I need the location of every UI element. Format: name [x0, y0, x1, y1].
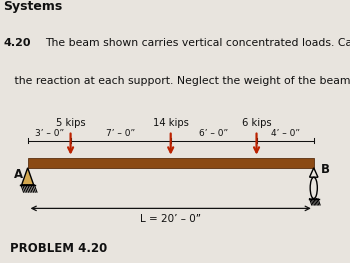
Text: 4.20: 4.20 [4, 38, 31, 48]
Text: B: B [321, 164, 330, 176]
Text: 3’ – 0”: 3’ – 0” [35, 129, 64, 138]
Text: 14 kips: 14 kips [153, 118, 189, 128]
Bar [28, 158, 314, 168]
Polygon shape [22, 168, 34, 185]
Circle shape [310, 177, 317, 199]
Text: A: A [14, 168, 23, 181]
Text: the reaction at each support. Neglect the weight of the beam.: the reaction at each support. Neglect th… [4, 76, 350, 86]
Text: 4’ – 0”: 4’ – 0” [271, 129, 300, 138]
Text: 6’ – 0”: 6’ – 0” [199, 129, 228, 138]
Text: The beam shown carries vertical concentrated loads. Calculate: The beam shown carries vertical concentr… [46, 38, 350, 48]
Text: Systems: Systems [4, 0, 63, 13]
Text: 6 kips: 6 kips [242, 118, 271, 128]
Text: 7’ – 0”: 7’ – 0” [106, 129, 135, 138]
Text: L = 20’ – 0”: L = 20’ – 0” [140, 214, 201, 224]
Text: 5 kips: 5 kips [56, 118, 85, 128]
Text: PROBLEM 4.20: PROBLEM 4.20 [10, 242, 108, 255]
